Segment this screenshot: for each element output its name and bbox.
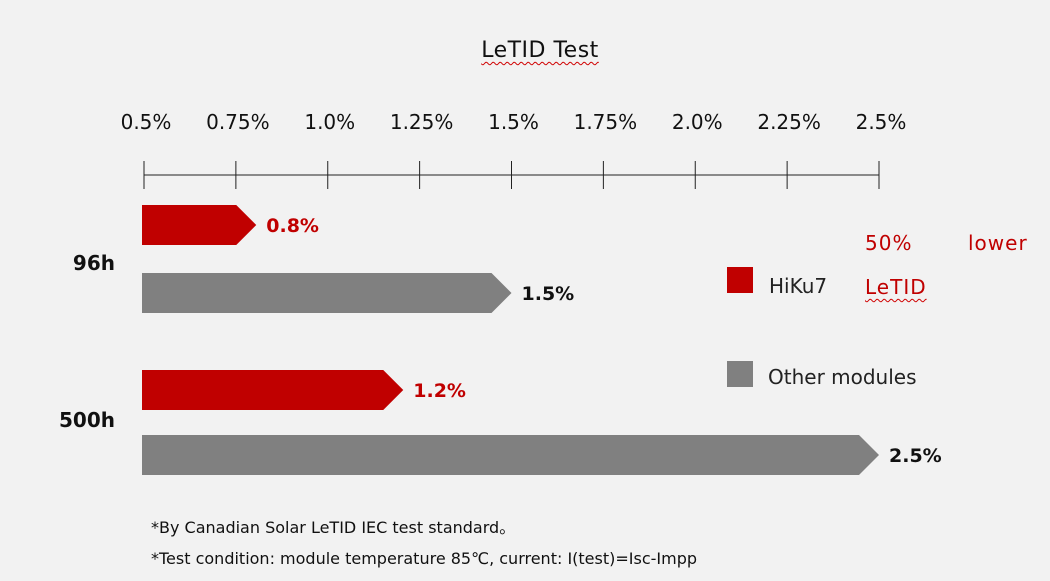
x-tick-label-8: 2.5% [856, 110, 907, 134]
x-tick-label-0: 0.5% [121, 110, 172, 134]
bar-value-label-other-500h: 2.5% [889, 445, 942, 467]
x-tick-label-7: 2.25% [757, 110, 821, 134]
x-tick-label-4: 1.5% [488, 110, 539, 134]
bar-other-500h [142, 435, 879, 475]
legend-swatch-other [727, 361, 753, 387]
category-label-0: 96h [73, 251, 115, 275]
bar-value-label-other-96h: 1.5% [522, 283, 575, 305]
bar-hiku7-96h [142, 205, 257, 245]
legend-swatch-hiku7 [727, 267, 753, 293]
bar-value-label-hiku7-96h: 0.8% [266, 215, 319, 237]
annotation-lower: lower [968, 231, 1028, 255]
bar-hiku7-500h [142, 370, 404, 410]
bar-other-96h [142, 273, 512, 313]
chart-title: LeTID Test [0, 38, 1050, 63]
footnote-condition: *Test condition: module temperature 85℃,… [151, 549, 698, 568]
chart-title-text: LeTID Test [481, 38, 599, 63]
x-tick-label-5: 1.75% [574, 110, 638, 134]
x-tick-label-1: 0.75% [206, 110, 270, 134]
legend-label-other: Other modules [768, 365, 917, 389]
category-label-1: 500h [59, 408, 115, 432]
x-tick-label-2: 1.0% [304, 110, 355, 134]
annotation-letid: LeTID [865, 275, 927, 299]
bar-value-label-hiku7-500h: 1.2% [413, 380, 466, 402]
annotation-percent: 50% [865, 231, 913, 255]
x-tick-label-3: 1.25% [390, 110, 454, 134]
footnote-standard: *By Canadian Solar LeTID IEC test standa… [151, 518, 516, 537]
x-tick-label-6: 2.0% [672, 110, 723, 134]
legend-label-hiku7: HiKu7 [769, 274, 828, 298]
